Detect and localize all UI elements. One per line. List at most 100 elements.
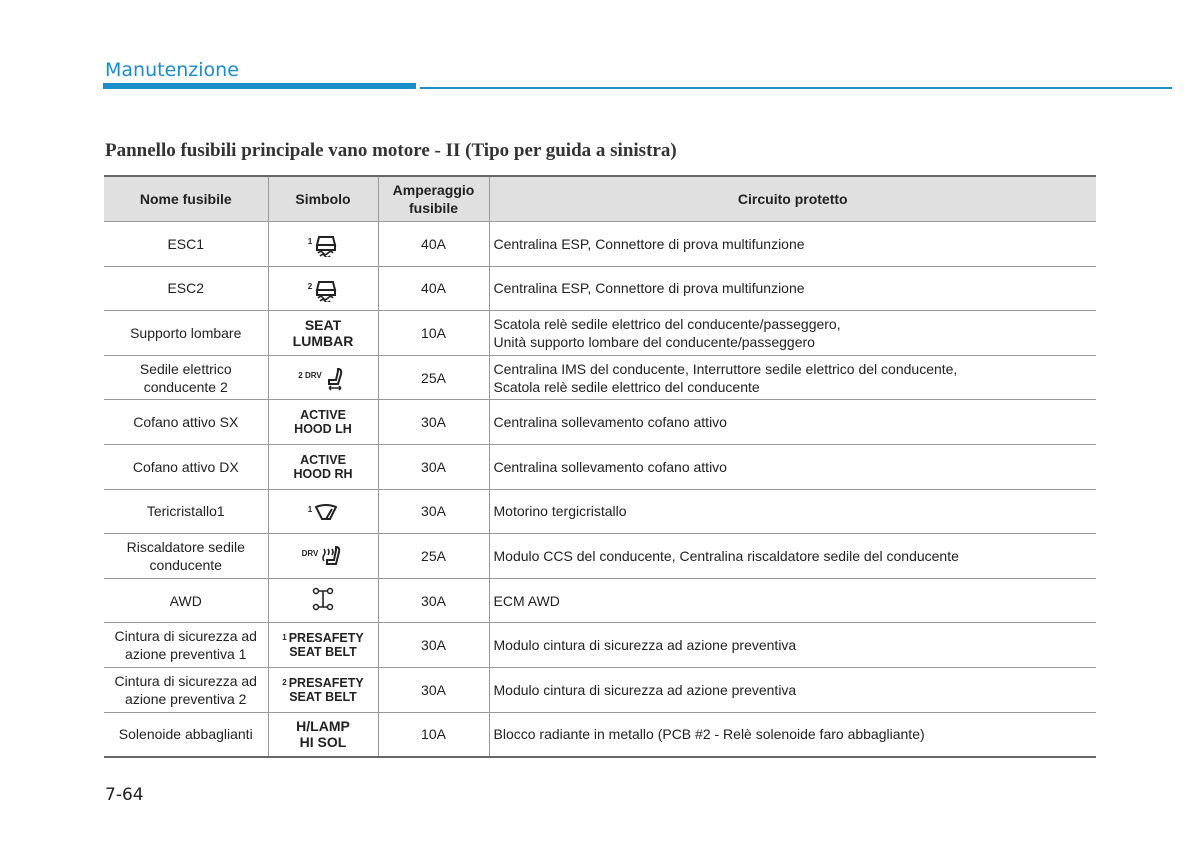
fuse-row: Cofano attivo SX ACTIVE HOOD LH 30A Centrali… bbox=[104, 399, 1096, 445]
fuse-name: ESC1 bbox=[104, 221, 269, 267]
symbol-text: SEAT LUMBAR bbox=[273, 317, 374, 349]
name-line: azione preventiva 1 bbox=[125, 646, 247, 663]
fuse-amperage: 30A bbox=[378, 666, 490, 713]
symbol-text: ACTIVE HOOD RH bbox=[273, 453, 374, 481]
symbol-line: 2 PRESAFETY bbox=[273, 676, 374, 690]
fuse-circuit: Motorino tergicristallo bbox=[489, 488, 1096, 535]
fuse-icon bbox=[312, 587, 334, 610]
fuse-amperage: 30A bbox=[378, 443, 490, 490]
name-line: Solenoide abbaglianti bbox=[118, 726, 253, 743]
symbol-word: PRESAFETY bbox=[288, 675, 364, 690]
table-body: ESC1 1 40A Centralina ESP, Connettore di pr… bbox=[104, 221, 1096, 759]
symbol-word: H/LAMP bbox=[296, 718, 350, 735]
fuse-symbol: SEAT LUMBAR bbox=[268, 310, 379, 356]
header-rule bbox=[420, 87, 1172, 89]
header-row: Nome fusibile Simbolo Amperaggio fusibile Ci… bbox=[104, 175, 1096, 222]
page-title: Pannello fusibili principale vano motore… bbox=[105, 140, 677, 161]
fuse-name: Cintura di sicurezza ad azione preventiva… bbox=[104, 666, 269, 713]
symbol-line: HOOD RH bbox=[273, 467, 374, 481]
name-line: Cofano attivo DX bbox=[132, 458, 239, 475]
column-header: Simbolo bbox=[268, 175, 379, 222]
fuse-circuit: ECM AWD bbox=[489, 577, 1096, 624]
circuit-line: Centralina sollevamento cofano attivo bbox=[493, 458, 727, 475]
symbol-icon: 2 bbox=[308, 278, 338, 302]
circuit-line: Motorino tergicristallo bbox=[493, 503, 627, 520]
fuse-name: Tericristallo1 bbox=[104, 488, 269, 535]
fuse-row: Sedile elettrico conducente 2 2 DRV 25A Cent… bbox=[104, 354, 1096, 401]
fuse-name: Supporto lombare bbox=[104, 310, 269, 356]
fuse-row: Cofano attivo DX ACTIVE HOOD RH 30A Centrali… bbox=[104, 443, 1096, 490]
fuse-symbol: 2 PRESAFETY SEAT BELT bbox=[268, 666, 379, 713]
symbol-line: ACTIVE bbox=[273, 453, 374, 467]
name-line: Supporto lombare bbox=[130, 324, 242, 341]
fuse-amperage: 30A bbox=[378, 577, 490, 624]
symbol-icon: DRV bbox=[302, 545, 345, 569]
circuit-line: Centralina sollevamento cofano attivo bbox=[493, 414, 727, 431]
name-line: conducente 2 bbox=[143, 378, 228, 395]
symbol-index: 1 bbox=[307, 237, 313, 247]
fuse-symbol: ACTIVE HOOD RH bbox=[268, 443, 379, 490]
circuit-line: Centralina ESP, Connettore di prova mult… bbox=[493, 280, 805, 297]
symbol-text: 2 PRESAFETY SEAT BELT bbox=[273, 676, 374, 704]
fuse-row: Riscaldatore sedile conducente DRV 25A Modul… bbox=[104, 533, 1096, 579]
fuse-amperage: 30A bbox=[378, 399, 490, 445]
symbol-index: 2 bbox=[307, 281, 313, 291]
fuse-row: Cintura di sicurezza ad azione preventiva… bbox=[104, 622, 1096, 668]
fuse-table: Nome fusibile Simbolo Amperaggio fusibile Ci… bbox=[104, 175, 1096, 759]
fuse-row: ESC2 2 40A Centralina ESP, Connettore di pr… bbox=[104, 265, 1096, 312]
fuse-symbol: H/LAMP HI SOL bbox=[268, 711, 379, 759]
fuse-symbol: ACTIVE HOOD LH bbox=[268, 399, 379, 445]
fuse-name: Solenoide abbaglianti bbox=[104, 711, 269, 759]
name-line: AWD bbox=[169, 592, 202, 609]
fuse-name: Sedile elettrico conducente 2 bbox=[104, 354, 269, 401]
fuse-row: Solenoide abbaglianti H/LAMP HI SOL 10A Bloc… bbox=[104, 711, 1096, 759]
fuse-amperage: 40A bbox=[378, 221, 490, 267]
name-line: ESC1 bbox=[167, 235, 205, 252]
fuse-circuit: Modulo CCS del conducente, Centralina ri… bbox=[489, 533, 1096, 579]
symbol-word: SEAT BELT bbox=[289, 645, 357, 660]
symbol-line: SEAT BELT bbox=[273, 690, 374, 704]
name-line: Cofano attivo SX bbox=[133, 414, 239, 431]
name-line: azione preventiva 2 bbox=[125, 690, 247, 707]
circuit-line: Modulo cintura di sicurezza ad azione pr… bbox=[493, 637, 797, 654]
name-line: Sedile elettrico bbox=[139, 360, 232, 377]
symbol-icon bbox=[311, 587, 335, 611]
circuit-line: Unità supporto lombare del conducente/pa… bbox=[493, 333, 815, 350]
fuse-row: Supporto lombare SEAT LUMBAR 10A Scatola rel… bbox=[104, 310, 1096, 356]
fuse-icon bbox=[322, 546, 341, 566]
symbol-line: ACTIVE bbox=[273, 408, 374, 422]
fuse-amperage: 30A bbox=[378, 622, 490, 668]
symbol-word: ACTIVE bbox=[300, 452, 346, 467]
fuse-name: ESC2 bbox=[104, 265, 269, 312]
symbol-word: HOOD LH bbox=[294, 422, 352, 437]
symbol-line: H/LAMP bbox=[273, 718, 374, 734]
symbol-text: 1 PRESAFETY SEAT BELT bbox=[273, 631, 374, 659]
header-line: fusibile bbox=[408, 200, 458, 216]
column-header: Circuito protetto bbox=[489, 175, 1096, 222]
symbol-line: LUMBAR bbox=[273, 333, 374, 349]
symbol-line: SEAT bbox=[273, 317, 374, 333]
symbol-index: 2 DRV bbox=[298, 371, 322, 381]
column-header: Nome fusibile bbox=[104, 175, 269, 222]
fuse-amperage: 40A bbox=[378, 265, 490, 312]
name-line: conducente bbox=[149, 556, 222, 573]
fuse-circuit: Scatola relè sedile elettrico del conduc… bbox=[489, 310, 1096, 356]
column-header: Amperaggio fusibile bbox=[378, 175, 490, 222]
symbol-icon: 2 DRV bbox=[298, 367, 347, 391]
fuse-row: ESC1 1 40A Centralina ESP, Connettore di pr… bbox=[104, 221, 1096, 267]
circuit-line: Scatola relè sedile elettrico del conduc… bbox=[493, 378, 760, 395]
symbol-word: PRESAFETY bbox=[288, 631, 364, 646]
fuse-amperage: 25A bbox=[378, 533, 490, 579]
fuse-row: Tericristallo1 1 30A Motorino tergicristall… bbox=[104, 488, 1096, 535]
fuse-symbol: 1 bbox=[268, 488, 379, 535]
fuse-icon bbox=[314, 503, 338, 520]
fuse-circuit: Centralina sollevamento cofano attivo bbox=[489, 443, 1096, 490]
fuse-symbol: 2 bbox=[268, 265, 379, 312]
fuse-amperage: 30A bbox=[378, 488, 490, 535]
symbol-index: 1 bbox=[282, 633, 287, 643]
header-line: Amperaggio bbox=[392, 182, 475, 198]
fuse-amperage: 10A bbox=[378, 310, 490, 356]
fuse-amperage: 25A bbox=[378, 354, 490, 401]
fuse-row: Cintura di sicurezza ad azione preventiva… bbox=[104, 666, 1096, 713]
